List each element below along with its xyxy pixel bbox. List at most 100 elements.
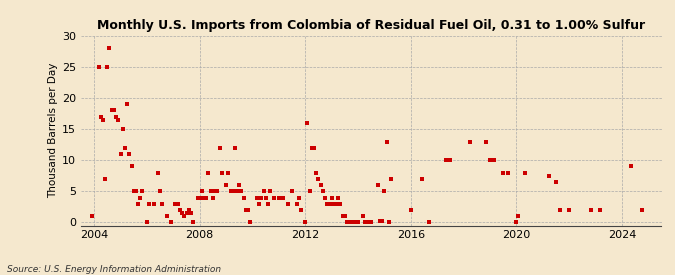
Point — [109, 108, 119, 112]
Point — [385, 177, 396, 181]
Point — [350, 220, 361, 225]
Point — [520, 170, 531, 175]
Point — [234, 183, 245, 187]
Point — [124, 152, 135, 156]
Point — [326, 195, 337, 200]
Point — [104, 46, 115, 50]
Point — [93, 65, 104, 69]
Point — [113, 117, 124, 122]
Point — [97, 117, 108, 122]
Point — [100, 177, 111, 181]
Point — [465, 139, 476, 144]
Point — [313, 177, 324, 181]
Point — [214, 145, 225, 150]
Point — [637, 208, 647, 212]
Point — [445, 158, 456, 162]
Point — [373, 183, 383, 187]
Point — [126, 164, 137, 169]
Point — [273, 195, 284, 200]
Point — [261, 195, 271, 200]
Point — [315, 183, 326, 187]
Point — [497, 170, 508, 175]
Point — [170, 202, 181, 206]
Point — [155, 189, 165, 194]
Point — [133, 202, 144, 206]
Point — [344, 220, 355, 225]
Point — [555, 208, 566, 212]
Point — [183, 208, 194, 212]
Point — [181, 211, 192, 215]
Point — [375, 218, 385, 223]
Point — [259, 189, 269, 194]
Point — [199, 195, 210, 200]
Point — [346, 220, 357, 225]
Point — [188, 220, 198, 225]
Point — [238, 195, 249, 200]
Point — [511, 220, 522, 225]
Point — [269, 195, 280, 200]
Point — [328, 202, 339, 206]
Point — [115, 152, 126, 156]
Point — [359, 220, 370, 225]
Point — [322, 202, 333, 206]
Point — [320, 195, 331, 200]
Point — [223, 170, 234, 175]
Point — [377, 218, 387, 223]
Point — [302, 121, 313, 125]
Point — [441, 158, 452, 162]
Point — [252, 195, 263, 200]
Point — [166, 220, 177, 225]
Point — [153, 170, 163, 175]
Point — [489, 158, 500, 162]
Point — [293, 195, 304, 200]
Point — [221, 183, 232, 187]
Point — [186, 211, 196, 215]
Point — [142, 220, 153, 225]
Point — [263, 202, 273, 206]
Point — [551, 180, 562, 184]
Point — [324, 202, 335, 206]
Point — [513, 214, 524, 218]
Point — [240, 208, 251, 212]
Point — [306, 145, 317, 150]
Title: Monthly U.S. Imports from Colombia of Residual Fuel Oil, 0.31 to 1.00% Sulfur: Monthly U.S. Imports from Colombia of Re… — [97, 19, 645, 32]
Point — [207, 195, 218, 200]
Point — [212, 189, 223, 194]
Point — [595, 208, 605, 212]
Point — [361, 220, 372, 225]
Point — [311, 170, 322, 175]
Point — [175, 208, 186, 212]
Point — [230, 145, 240, 150]
Point — [232, 189, 242, 194]
Point — [216, 170, 227, 175]
Point — [338, 214, 348, 218]
Point — [194, 195, 205, 200]
Point — [102, 65, 113, 69]
Point — [203, 170, 214, 175]
Point — [383, 220, 394, 225]
Point — [333, 195, 344, 200]
Point — [480, 139, 491, 144]
Point — [256, 195, 267, 200]
Point — [381, 139, 392, 144]
Point — [196, 189, 207, 194]
Point — [177, 211, 188, 215]
Point — [544, 174, 555, 178]
Point — [161, 214, 172, 218]
Point — [225, 189, 236, 194]
Point — [128, 189, 139, 194]
Point — [245, 220, 256, 225]
Point — [111, 114, 122, 119]
Point — [300, 220, 310, 225]
Point — [308, 145, 319, 150]
Point — [137, 189, 148, 194]
Point — [157, 202, 167, 206]
Point — [317, 189, 328, 194]
Point — [107, 108, 117, 112]
Point — [172, 202, 183, 206]
Point — [296, 208, 306, 212]
Point — [282, 202, 293, 206]
Y-axis label: Thousand Barrels per Day: Thousand Barrels per Day — [48, 63, 58, 198]
Point — [179, 214, 190, 218]
Point — [352, 220, 363, 225]
